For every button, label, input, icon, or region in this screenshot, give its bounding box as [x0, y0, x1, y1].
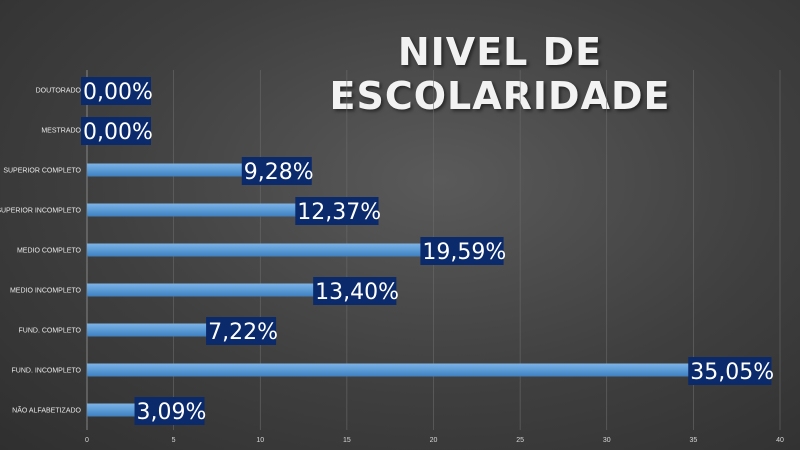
data-label-text: 0,00%	[83, 120, 153, 145]
x-tick-label: 5	[172, 437, 176, 444]
data-label-text: 13,40%	[315, 280, 399, 305]
x-tick-label: 35	[689, 437, 697, 444]
bar	[87, 163, 248, 177]
data-label-bg	[295, 197, 379, 225]
x-tick-label: 40	[776, 437, 784, 444]
data-label-text: 9,28%	[244, 160, 314, 185]
data-label-text: 19,59%	[422, 240, 506, 265]
data-label-text: 7,22%	[208, 320, 278, 345]
category-labels: DOUTORADO MESTRADO SUPERIOR COMPLETO SUPERI…	[0, 88, 82, 415]
data-label-text: 12,37%	[297, 200, 381, 225]
data-label: 19,59%	[420, 237, 506, 265]
data-label: 0,00%	[81, 77, 153, 105]
data-label: 35,05%	[688, 357, 774, 385]
data-label-bg	[420, 237, 504, 265]
data-label-bg	[206, 317, 277, 345]
bar	[87, 203, 302, 217]
x-tick-label: 25	[516, 437, 524, 444]
bars-group	[87, 163, 695, 417]
data-label: 12,37%	[295, 197, 381, 225]
x-tick-label: 30	[603, 437, 611, 444]
data-labels: 0,00% 0,00% 9,28% 12,37% 19,59% 13,40% 7,22% 35…	[81, 77, 774, 425]
data-label: 9,28%	[241, 157, 314, 185]
bar	[87, 403, 141, 417]
data-label: 3,09%	[134, 397, 207, 425]
category-label: FUND. COMPLETO	[19, 328, 82, 335]
category-label: MESTRADO	[41, 128, 81, 135]
x-tick-label: 20	[430, 437, 438, 444]
data-label: 7,22%	[206, 317, 278, 345]
bar	[87, 363, 695, 377]
data-label: 0,00%	[81, 117, 153, 145]
category-label: NÃO ALFABETIZADO	[12, 406, 81, 415]
bar	[87, 243, 427, 257]
chart-title: NIVEL DE ESCOLARIDADE	[329, 30, 671, 118]
category-label: MEDIO COMPLETO	[17, 248, 82, 255]
data-label: 13,40%	[313, 277, 399, 305]
data-label-bg	[81, 117, 151, 145]
category-label: FUND. INCOMPLETO	[12, 368, 82, 375]
x-tick-labels: 0 5 10 15 20 25 30 35 40	[85, 437, 784, 444]
data-label-bg	[134, 397, 205, 425]
category-label: SUPERIOR COMPLETO	[3, 168, 81, 175]
category-label: DOUTORADO	[36, 88, 82, 95]
data-label-bg	[313, 277, 397, 305]
category-label: SUPERIOR INCOMPLETO	[0, 208, 82, 215]
data-label-text: 3,09%	[137, 400, 207, 425]
data-label-bg	[81, 77, 151, 105]
bar	[87, 323, 213, 337]
x-tick-label: 0	[85, 437, 89, 444]
bar	[87, 283, 320, 297]
data-label-text: 0,00%	[83, 80, 153, 105]
data-label-bg	[241, 157, 312, 185]
x-tick-label: 15	[343, 437, 351, 444]
data-label-text: 35,05%	[690, 360, 774, 385]
data-label-bg	[688, 357, 772, 385]
category-label: MEDIO INCOMPLETO	[10, 288, 82, 295]
x-tick-label: 10	[256, 437, 264, 444]
